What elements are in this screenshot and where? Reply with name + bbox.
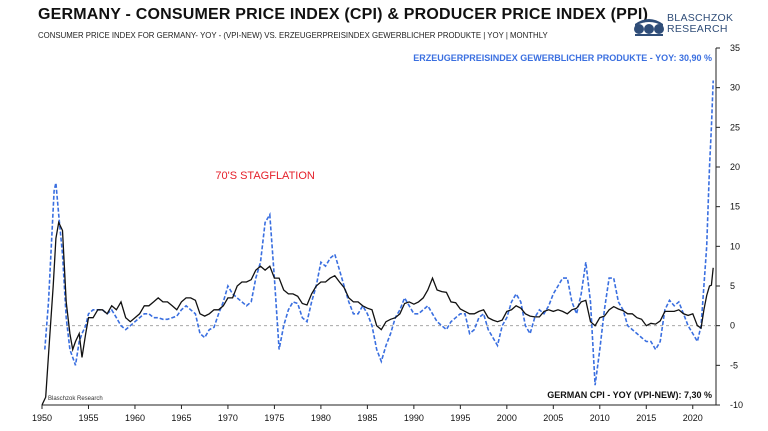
y-axis: -10 -5 0 5 10 15 20 25 30 35 [715,43,743,410]
logo-text: BLASCHZOK RESEARCH [667,13,733,35]
y-tick-label: 25 [730,122,740,132]
y-tick-label: 10 [730,241,740,251]
x-tick-label: 2010 [590,413,610,423]
x-tick-label: 1955 [78,413,98,423]
x-tick-label: 1960 [125,413,145,423]
logo-icon [634,19,664,36]
chart-title: GERMANY - CONSUMER PRICE INDEX (CPI) & P… [38,6,649,23]
x-tick-label: 2000 [497,413,517,423]
x-tick-label: 1990 [404,413,424,423]
stagflation-annotation: 70'S STAGFLATION [215,170,315,182]
cpi-series-label: GERMAN CPI - YOY (VPI-NEW): 7,30 % [547,390,712,400]
x-tick-label: 1995 [450,413,470,423]
y-tick-label: 0 [730,321,735,331]
logo-line1: BLASCHZOK [667,12,734,24]
chart-subtitle: CONSUMER PRICE INDEX FOR GERMANY- YOY - … [38,30,548,40]
x-tick-label: 1985 [357,413,377,423]
y-tick-label: 15 [730,202,740,212]
watermark: Blaschzok Research [48,396,103,402]
y-tick-label: 30 [730,83,740,93]
y-tick-label: -5 [730,360,738,370]
x-tick-label: 1970 [218,413,238,423]
x-tick-label: 2020 [683,413,703,423]
cpi-series-line [41,220,714,406]
y-tick-label: 20 [730,162,740,172]
y-tick-label: 5 [730,281,735,291]
y-tick-label: 35 [730,43,740,53]
ppi-series-line [44,80,714,386]
x-tick-label: 1980 [311,413,331,423]
x-tick-label: 2015 [636,413,656,423]
ppi-series-label: ERZEUGERPREISINDEX GEWERBLICHER PRODUKTE… [413,53,712,63]
y-tick-label: -10 [730,400,743,410]
x-axis: 1950 1955 1960 1965 1970 1975 1980 1985 1990 1995… [32,404,716,423]
x-tick-label: 1975 [264,413,284,423]
x-tick-label: 2005 [543,413,563,423]
x-tick-label: 1950 [32,413,52,423]
logo-line2: RESEARCH [667,23,728,35]
x-tick-label: 1965 [171,413,191,423]
